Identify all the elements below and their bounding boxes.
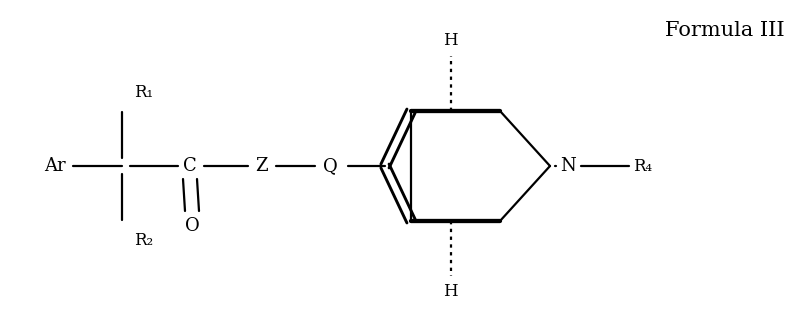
Text: Ar: Ar — [44, 157, 66, 175]
Text: N: N — [560, 157, 575, 175]
Text: O: O — [185, 217, 199, 235]
Text: C: C — [183, 157, 197, 175]
Text: H: H — [443, 31, 458, 49]
Text: R₁: R₁ — [134, 83, 153, 101]
Text: Formula III: Formula III — [666, 21, 785, 40]
Text: H: H — [443, 283, 458, 301]
Text: R₂: R₂ — [134, 231, 153, 249]
Text: Z: Z — [256, 157, 268, 175]
Text: Q: Q — [322, 157, 338, 175]
Text: R₄: R₄ — [633, 158, 652, 174]
